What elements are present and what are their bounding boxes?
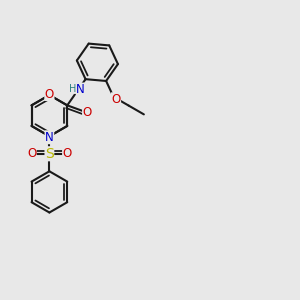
Text: O: O [63, 147, 72, 160]
Text: O: O [111, 93, 121, 106]
Text: H: H [69, 83, 76, 94]
Text: S: S [45, 147, 54, 161]
Text: O: O [45, 88, 54, 100]
Text: O: O [27, 147, 36, 160]
Text: N: N [76, 83, 85, 96]
Text: O: O [82, 106, 92, 119]
Text: N: N [45, 131, 54, 144]
